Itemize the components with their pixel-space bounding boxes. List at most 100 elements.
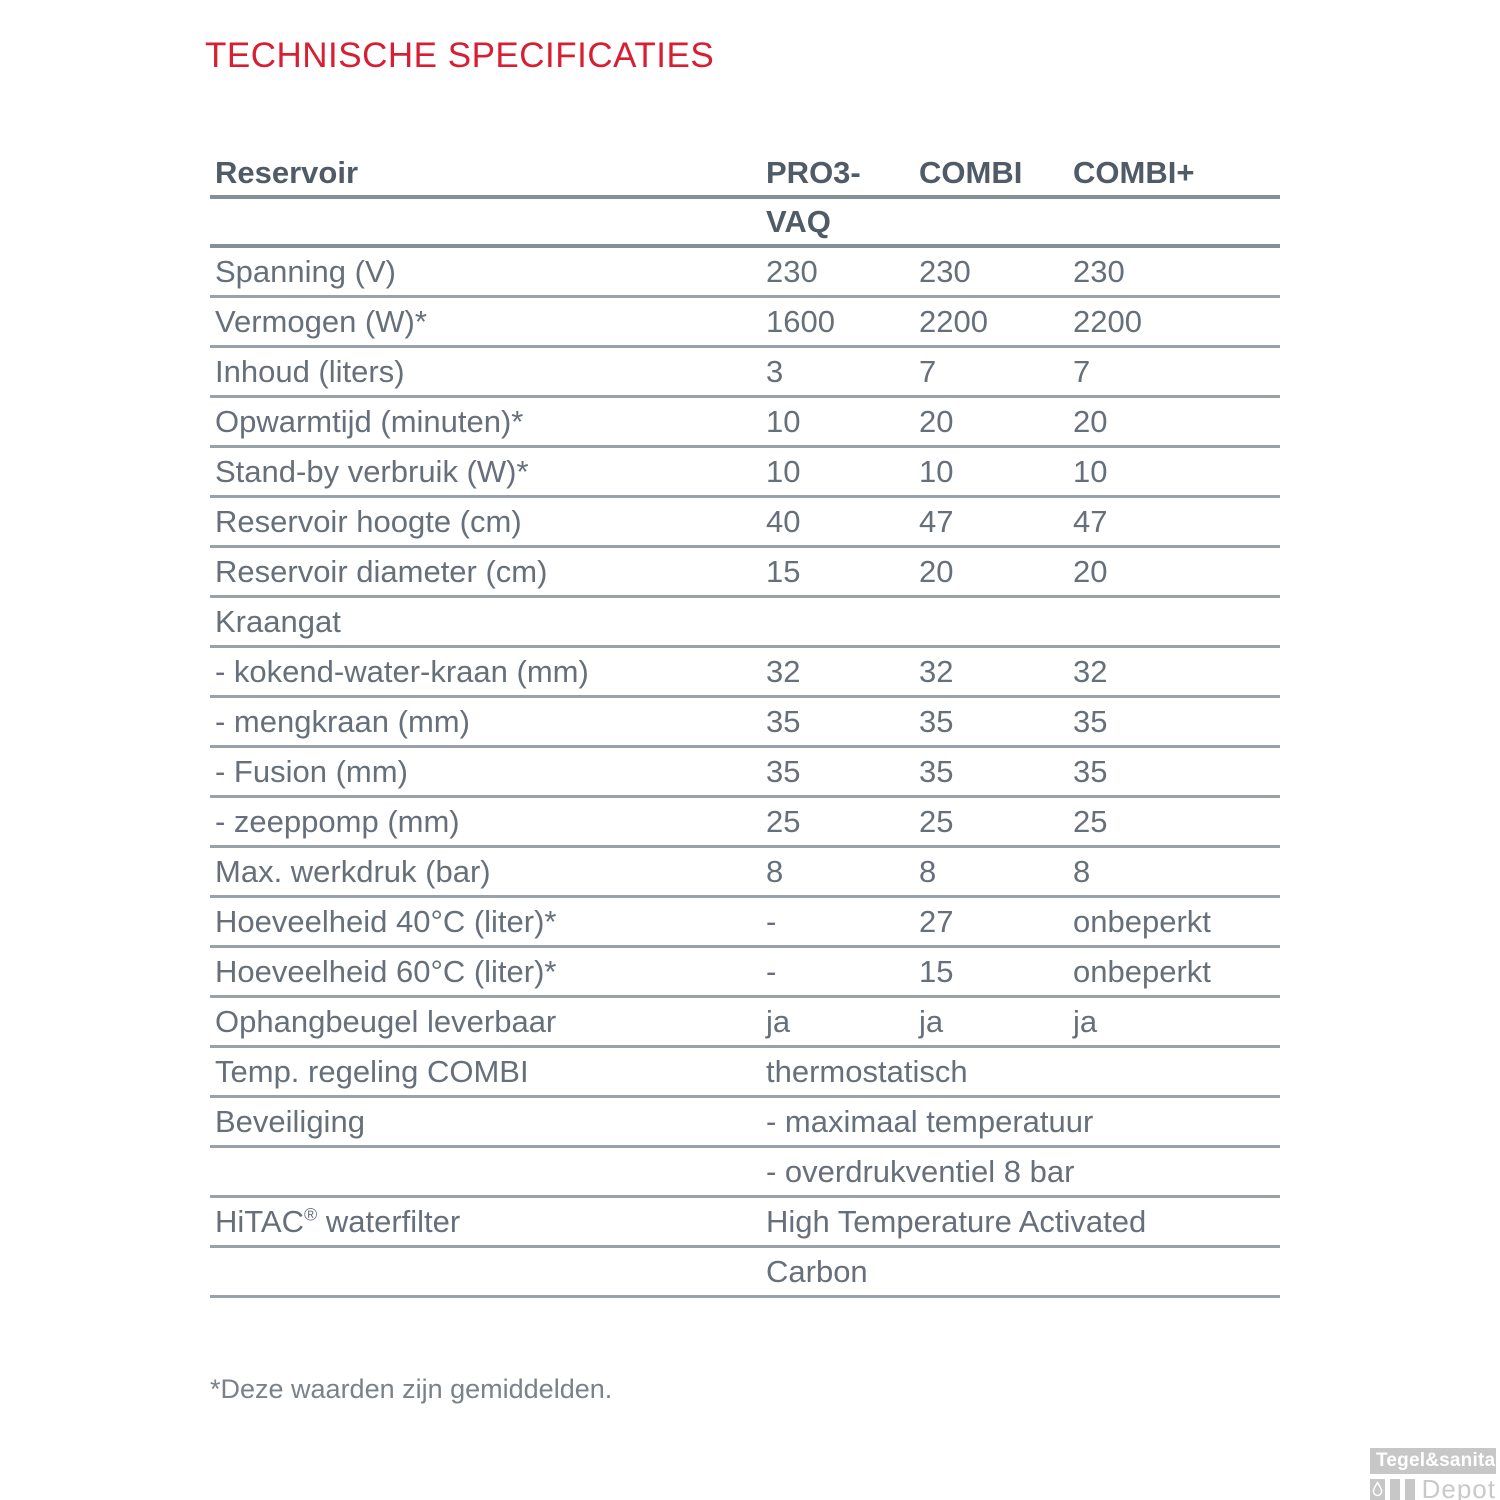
table-header-row2: VAQ (210, 199, 1280, 248)
row-value: ja (1073, 1003, 1098, 1039)
row-value: 8 (919, 853, 937, 889)
watermark-logo: Tegel&sanitair Depot (1370, 1448, 1500, 1500)
row-value: 230 (766, 253, 818, 289)
row-value: 20 (919, 553, 954, 589)
watermark-brand: Tegel&sanitair (1370, 1448, 1500, 1474)
row-value: - (766, 903, 777, 939)
row-value: 10 (766, 453, 801, 489)
row-value: 2200 (919, 303, 988, 339)
row-label: Hoeveelheid 40°C (liter)* (215, 903, 557, 939)
table-row: Temp. regeling COMBI thermostatisch (210, 1048, 1280, 1098)
row-value: ja (919, 1003, 944, 1039)
row-label: Kraangat (215, 603, 341, 639)
row-value: 8 (766, 853, 784, 889)
row-value: 25 (766, 803, 801, 839)
row-value: onbeperkt (1073, 953, 1211, 989)
table-row: Stand-by verbruik (W)* 10 10 10 (210, 448, 1280, 498)
row-value: 32 (766, 653, 801, 689)
table-row: - Fusion (mm) 35 35 35 (210, 748, 1280, 798)
row-label: Temp. regeling COMBI (215, 1053, 529, 1089)
row-value: 35 (919, 753, 954, 789)
table-row: HiTAC® waterfilter High Temperature Acti… (210, 1198, 1280, 1248)
row-label: Max. werkdruk (bar) (215, 853, 491, 889)
table-row: Inhoud (liters) 3 7 7 (210, 348, 1280, 398)
header-col-combi: COMBI (919, 154, 1023, 190)
table-row: Ophangbeugel leverbaar ja ja ja (210, 998, 1280, 1048)
water-drop-icon (1370, 1479, 1385, 1500)
row-value: 15 (766, 553, 801, 589)
header-col-combiplus: COMBI+ (1073, 154, 1195, 190)
row-value: 35 (1073, 753, 1108, 789)
row-label: Reservoir hoogte (cm) (215, 503, 522, 539)
row-span-value: Carbon (766, 1253, 868, 1289)
row-value: onbeperkt (1073, 903, 1211, 939)
table-row: Hoeveelheid 60°C (liter)* - 15 onbeperkt (210, 948, 1280, 998)
row-label: - mengkraan (mm) (215, 703, 470, 739)
row-value: 20 (1073, 553, 1108, 589)
row-label: Reservoir diameter (cm) (215, 553, 548, 589)
row-value: 230 (919, 253, 971, 289)
row-value: 27 (919, 903, 954, 939)
row-label: Inhoud (liters) (215, 353, 405, 389)
row-label: Ophangbeugel leverbaar (215, 1003, 557, 1039)
row-span-value: High Temperature Activated (766, 1203, 1147, 1239)
row-value: 10 (766, 403, 801, 439)
table-row: Carbon (210, 1248, 1280, 1298)
row-value: 25 (1073, 803, 1108, 839)
row-label: Opwarmtijd (minuten)* (215, 403, 524, 439)
row-value: 35 (766, 703, 801, 739)
row-value: 230 (1073, 253, 1125, 289)
row-value: 2200 (1073, 303, 1142, 339)
header-col-pro3: PRO3- (766, 154, 861, 190)
table-row: Max. werkdruk (bar) 8 8 8 (210, 848, 1280, 898)
page-title: TECHNISCHE SPECIFICATIES (205, 36, 715, 75)
row-span-value: thermostatisch (766, 1053, 968, 1089)
row-label: Vermogen (W)* (215, 303, 427, 339)
row-value: 8 (1073, 853, 1091, 889)
row-value: 47 (1073, 503, 1108, 539)
registered-trademark-symbol: ® (303, 1204, 318, 1225)
row-value: 7 (919, 353, 937, 389)
spec-table: Reservoir PRO3- COMBI COMBI+ VAQ Spannin… (210, 150, 1280, 1298)
row-value: 10 (1073, 453, 1108, 489)
header-col-vaq: VAQ (766, 203, 831, 239)
table-row: - kokend-water-kraan (mm) 32 32 32 (210, 648, 1280, 698)
row-span-value: - maximaal temperatuur (766, 1103, 1094, 1139)
row-value: 20 (1073, 403, 1108, 439)
table-row: - zeeppomp (mm) 25 25 25 (210, 798, 1280, 848)
watermark-square (1390, 1479, 1400, 1500)
row-value: 1600 (766, 303, 835, 339)
table-row: Reservoir hoogte (cm) 40 47 47 (210, 498, 1280, 548)
row-value: 40 (766, 503, 801, 539)
table-row: - mengkraan (mm) 35 35 35 (210, 698, 1280, 748)
table-row-section: Kraangat (210, 598, 1280, 648)
table-row: Vermogen (W)* 1600 2200 2200 (210, 298, 1280, 348)
row-value: 15 (919, 953, 954, 989)
row-value: 20 (919, 403, 954, 439)
row-value: 32 (919, 653, 954, 689)
table-row: Reservoir diameter (cm) 15 20 20 (210, 548, 1280, 598)
row-value: 25 (919, 803, 954, 839)
row-value: ja (766, 1003, 791, 1039)
watermark-square (1404, 1479, 1415, 1500)
watermark-depot: Depot (1421, 1474, 1496, 1500)
table-row: Spanning (V) 230 230 230 (210, 248, 1280, 298)
row-label: - zeeppomp (mm) (215, 803, 460, 839)
row-label: HiTAC® waterfilter (215, 1203, 461, 1239)
row-label: - Fusion (mm) (215, 753, 408, 789)
row-value: 32 (1073, 653, 1108, 689)
row-label: Spanning (V) (215, 253, 396, 289)
row-value: 3 (766, 353, 784, 389)
row-value: 10 (919, 453, 954, 489)
row-value: 35 (766, 753, 801, 789)
table-header-row: Reservoir PRO3- COMBI COMBI+ (210, 150, 1280, 199)
row-label: - kokend-water-kraan (mm) (215, 653, 589, 689)
row-value: 7 (1073, 353, 1091, 389)
header-label: Reservoir (215, 154, 359, 190)
row-value: 47 (919, 503, 954, 539)
row-value: - (766, 953, 777, 989)
row-label: Hoeveelheid 60°C (liter)* (215, 953, 557, 989)
table-row: - overdrukventiel 8 bar (210, 1148, 1280, 1198)
row-value: 35 (1073, 703, 1108, 739)
